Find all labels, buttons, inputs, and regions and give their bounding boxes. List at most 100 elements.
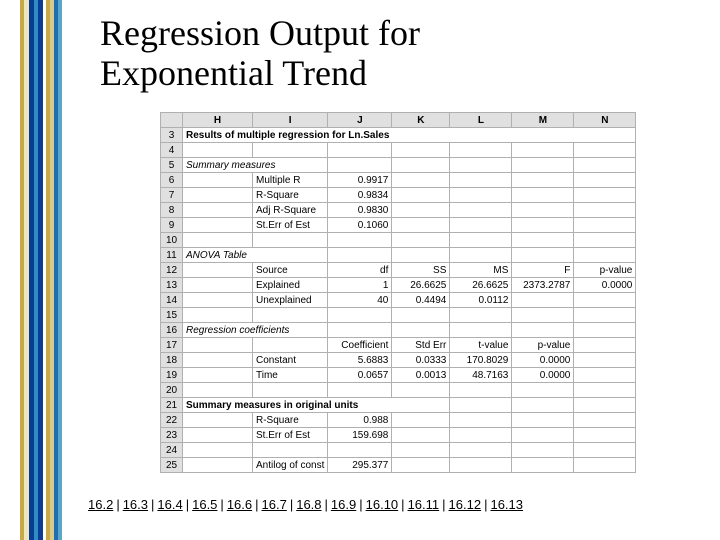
cell: Adj R-Square — [253, 203, 328, 218]
cell — [392, 188, 450, 203]
col-header-H: H — [183, 113, 253, 128]
nav-link[interactable]: 16.13 — [490, 497, 523, 512]
cell — [512, 398, 574, 413]
cell — [328, 143, 392, 158]
cell: 0.0013 — [392, 368, 450, 383]
cell: Summary measures in original units — [183, 398, 450, 413]
cell — [574, 248, 636, 263]
cell: Explained — [253, 278, 328, 293]
cell: 1 — [328, 278, 392, 293]
cell — [328, 443, 392, 458]
nav-link[interactable]: 16.4 — [157, 497, 182, 512]
cell: 0.0000 — [574, 278, 636, 293]
col-header-M: M — [512, 113, 574, 128]
row-header: 24 — [161, 443, 183, 458]
cell: Antilog of const — [253, 458, 328, 473]
nav-separator: | — [356, 497, 365, 512]
cell — [512, 203, 574, 218]
cell — [574, 383, 636, 398]
table-row: 23St.Err of Est159.698 — [161, 428, 636, 443]
cell — [450, 203, 512, 218]
cell — [574, 323, 636, 338]
cell — [183, 368, 253, 383]
cell: 295.377 — [328, 458, 392, 473]
cell — [450, 443, 512, 458]
cell — [450, 308, 512, 323]
title-line-2: Exponential Trend — [100, 53, 367, 93]
cell — [450, 458, 512, 473]
row-header: 14 — [161, 293, 183, 308]
nav-link[interactable]: 16.7 — [262, 497, 287, 512]
slide-title: Regression Output for Exponential Trend — [100, 14, 420, 93]
cell: p-value — [512, 338, 574, 353]
cell — [512, 413, 574, 428]
table-row: 6Multiple R0.9917 — [161, 173, 636, 188]
cell: St.Err of Est — [253, 218, 328, 233]
cell — [450, 158, 512, 173]
cell — [574, 413, 636, 428]
nav-separator: | — [322, 497, 331, 512]
cell — [512, 443, 574, 458]
cell: F — [512, 263, 574, 278]
nav-link[interactable]: 16.8 — [296, 497, 321, 512]
col-header-J: J — [328, 113, 392, 128]
cell: Regression coefficients — [183, 323, 328, 338]
table-row: 25Antilog of const295.377 — [161, 458, 636, 473]
cell: Std Err — [392, 338, 450, 353]
table-row: 19Time0.06570.001348.71630.0000 — [161, 368, 636, 383]
cell — [392, 143, 450, 158]
cell — [574, 308, 636, 323]
decorative-stripes — [20, 0, 62, 540]
cell: 0.1060 — [328, 218, 392, 233]
cell — [392, 248, 450, 263]
cell — [253, 143, 328, 158]
row-header: 13 — [161, 278, 183, 293]
cell: 26.6625 — [392, 278, 450, 293]
cell — [450, 248, 512, 263]
nav-link[interactable]: 16.6 — [227, 497, 252, 512]
table-row: 7R-Square0.9834 — [161, 188, 636, 203]
row-header: 18 — [161, 353, 183, 368]
cell — [512, 188, 574, 203]
cell — [392, 443, 450, 458]
nav-link[interactable]: 16.2 — [88, 497, 113, 512]
cell — [574, 443, 636, 458]
cell: SS — [392, 263, 450, 278]
nav-link[interactable]: 16.3 — [123, 497, 148, 512]
cell — [574, 143, 636, 158]
cell: 5.6883 — [328, 353, 392, 368]
row-header: 6 — [161, 173, 183, 188]
cell: 159.698 — [328, 428, 392, 443]
nav-link[interactable]: 16.11 — [408, 497, 440, 512]
col-header-K: K — [392, 113, 450, 128]
cell — [574, 293, 636, 308]
cell — [392, 323, 450, 338]
nav-link[interactable]: 16.5 — [192, 497, 217, 512]
table-body: 3Results of multiple regression for Ln.S… — [161, 128, 636, 473]
cell: 40 — [328, 293, 392, 308]
cell — [183, 218, 253, 233]
cell: Results of multiple regression for Ln.Sa… — [183, 128, 636, 143]
cell — [450, 218, 512, 233]
table-row: 16Regression coefficients — [161, 323, 636, 338]
nav-separator: | — [113, 497, 122, 512]
table-row: 14Unexplained400.44940.0112 — [161, 293, 636, 308]
column-headers: HIJKLMN — [161, 113, 636, 128]
cell — [328, 248, 392, 263]
nav-link[interactable]: 16.12 — [449, 497, 482, 512]
col-header-L: L — [450, 113, 512, 128]
cell — [183, 338, 253, 353]
nav-separator: | — [398, 497, 407, 512]
row-header: 17 — [161, 338, 183, 353]
cell — [328, 323, 392, 338]
cell — [512, 308, 574, 323]
cell — [574, 203, 636, 218]
cell — [183, 308, 253, 323]
nav-link[interactable]: 16.9 — [331, 497, 356, 512]
row-header: 7 — [161, 188, 183, 203]
cell — [450, 413, 512, 428]
cell — [253, 233, 328, 248]
cell — [392, 173, 450, 188]
nav-link[interactable]: 16.10 — [366, 497, 399, 512]
cell — [183, 353, 253, 368]
